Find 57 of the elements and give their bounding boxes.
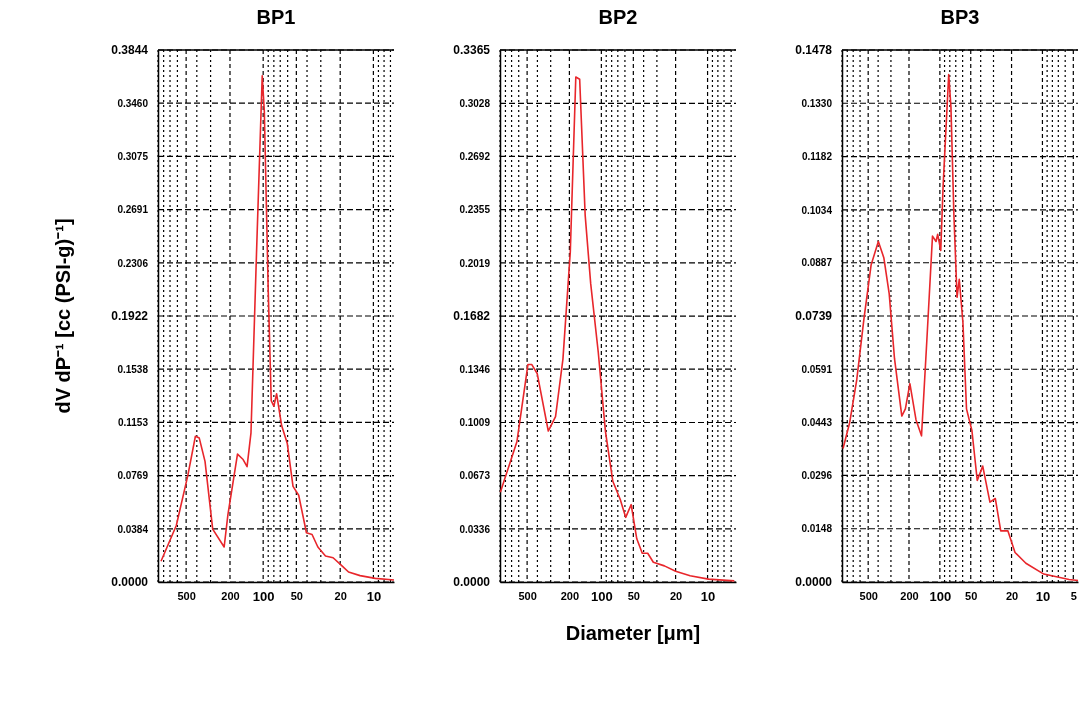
y-tick-label: 0.0148 [801,523,833,535]
y-tick-label: 0.0887 [801,257,833,269]
y-tick-label: 0.0336 [459,523,491,535]
chart-title: BP2 [598,6,638,28]
y-tick-label: 0.1346 [459,363,491,375]
y-tick-label: 0.0384 [117,523,149,535]
x-tick-label: 5 [1070,589,1077,602]
y-tick-label: 0.1682 [453,309,491,324]
y-tick-label: 0.3075 [117,151,149,163]
x-tick-label: 200 [560,589,580,602]
x-tick-label: 100 [591,589,613,605]
y-tick-label: 0.3844 [111,43,149,58]
x-tick-label: 50 [290,589,303,602]
chart-title: BP3 [940,6,980,28]
x-tick-label: 10 [366,589,382,605]
x-tick-label: 10 [700,589,716,605]
y-tick-label: 0.0296 [801,470,833,482]
x-tick-label: 50 [965,589,978,602]
x-tick-label: 500 [518,589,537,602]
y-tick-label: 0.1182 [801,151,833,163]
y-tick-label: 0.1538 [117,363,149,375]
y-tick-label: 0.2019 [459,257,491,269]
y-tick-label: 0.0443 [801,417,833,429]
y-tick-label: 0.1034 [801,204,833,216]
y-tick-label: 0.1922 [111,309,149,324]
y-tick-label: 0.3460 [117,97,149,109]
y-tick-label: 0.1009 [459,417,491,429]
y-tick-label: 0.3028 [459,97,491,109]
x-tick-label: 50 [627,589,640,602]
y-tick-label: 0.0673 [459,470,491,482]
y-tick-label: 0.3365 [453,43,491,58]
x-tick-label: 500 [859,589,878,602]
y-tick-label: 0.0591 [801,363,833,375]
y-tick-label: 0.0000 [111,575,149,590]
x-tick-label: 500 [177,589,196,602]
x-tick-label: 200 [221,589,240,602]
y-tick-label: 0.0769 [117,470,149,482]
x-tick-label: 100 [929,589,952,605]
x-tick-label: 20 [1005,589,1019,602]
y-axis-title: dV dP⁻¹ [cc (PSI-g)⁻¹] [52,218,74,414]
x-tick-label: 20 [669,589,683,602]
y-tick-label: 0.1330 [801,97,833,109]
y-tick-label: 0.0000 [795,575,833,590]
y-tick-label: 0.1153 [117,417,149,429]
y-tick-label: 0.2355 [459,204,491,216]
y-tick-label: 0.0000 [453,575,491,590]
y-tick-label: 0.2691 [117,204,149,216]
x-tick-label: 200 [900,589,919,602]
y-tick-label: 0.0739 [795,309,833,324]
x-tick-label: 100 [252,589,275,605]
y-tick-label: 0.2692 [459,151,491,163]
x-tick-label: 20 [334,589,347,602]
x-axis-title: Diameter [μm] [565,622,701,644]
y-tick-label: 0.2306 [117,257,149,269]
y-tick-label: 0.1478 [795,43,833,58]
chart-title: BP1 [256,6,296,28]
x-tick-label: 10 [1035,589,1051,605]
